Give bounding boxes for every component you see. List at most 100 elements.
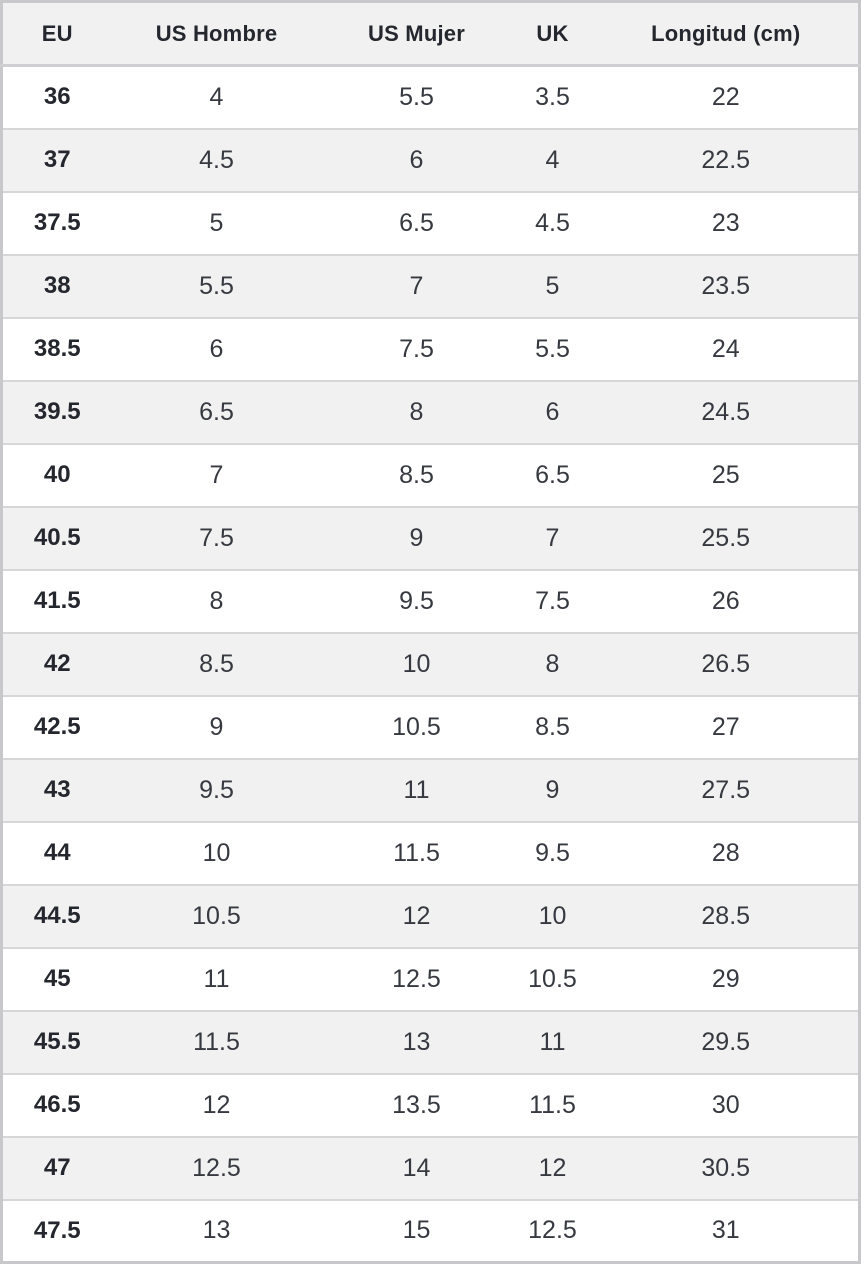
- table-row: 45 11 12.5 10.5 29: [1, 946, 860, 1011]
- table-cell: 12.5: [111, 1135, 322, 1200]
- table-cell: 5.5: [321, 65, 512, 129]
- column-header-us-mujer: US Mujer: [321, 1, 512, 67]
- row-header-cell: 47.5: [1, 1198, 112, 1263]
- table-body: 36 4 5.5 3.5 22 37 4.5 6 4 22.5 37.5 5 6.5 4.5 23 38 5.5…: [1, 65, 860, 1263]
- table-row: 44.5 10.5 12 10 28.5: [1, 883, 860, 948]
- row-header-cell: 38: [1, 253, 112, 318]
- table-cell: 28.5: [593, 883, 860, 948]
- table-cell: 9.5: [111, 757, 322, 822]
- table-cell: 9: [111, 694, 322, 759]
- table-cell: 11: [511, 1009, 594, 1074]
- table-cell: 12.5: [321, 946, 512, 1011]
- column-header-us-hombre: US Hombre: [111, 1, 322, 67]
- row-header-cell: 42: [1, 631, 112, 696]
- table-cell: 8.5: [111, 631, 322, 696]
- row-header-cell: 41.5: [1, 568, 112, 633]
- table-cell: 14: [321, 1135, 512, 1200]
- table-row: 44 10 11.5 9.5 28: [1, 820, 860, 885]
- table-cell: 10.5: [111, 883, 322, 948]
- table-cell: 7: [111, 442, 322, 507]
- table-cell: 27.5: [593, 757, 860, 822]
- table-cell: 25.5: [593, 505, 860, 570]
- table-cell: 11: [321, 757, 512, 822]
- table-row: 37.5 5 6.5 4.5 23: [1, 190, 860, 255]
- row-header-cell: 42.5: [1, 694, 112, 759]
- table-cell: 10: [511, 883, 594, 948]
- table-cell: 9.5: [321, 568, 512, 633]
- table-cell: 11: [111, 946, 322, 1011]
- table-cell: 22.5: [593, 127, 860, 192]
- table-cell: 8: [111, 568, 322, 633]
- table-cell: 6: [511, 379, 594, 444]
- table-cell: 13: [111, 1198, 322, 1263]
- table-cell: 4: [111, 65, 322, 129]
- table-row: 38.5 6 7.5 5.5 24: [1, 316, 860, 381]
- table-row: 43 9.5 11 9 27.5: [1, 757, 860, 822]
- table-row: 42 8.5 10 8 26.5: [1, 631, 860, 696]
- table-cell: 22: [593, 65, 860, 129]
- table-cell: 30: [593, 1072, 860, 1137]
- table-cell: 7.5: [511, 568, 594, 633]
- table-cell: 29.5: [593, 1009, 860, 1074]
- table-row: 42.5 9 10.5 8.5 27: [1, 694, 860, 759]
- table-cell: 12: [321, 883, 512, 948]
- table-cell: 12: [511, 1135, 594, 1200]
- table-cell: 11.5: [111, 1009, 322, 1074]
- table-cell: 9.5: [511, 820, 594, 885]
- table-cell: 7.5: [321, 316, 512, 381]
- table-cell: 8: [321, 379, 512, 444]
- row-header-cell: 37: [1, 127, 112, 192]
- table-cell: 4.5: [111, 127, 322, 192]
- row-header-cell: 46.5: [1, 1072, 112, 1137]
- row-header-cell: 38.5: [1, 316, 112, 381]
- table-row: 41.5 8 9.5 7.5 26: [1, 568, 860, 633]
- table-cell: 5: [511, 253, 594, 318]
- table-cell: 10.5: [511, 946, 594, 1011]
- table-row: 38 5.5 7 5 23.5: [1, 253, 860, 318]
- table-cell: 23: [593, 190, 860, 255]
- table-cell: 29: [593, 946, 860, 1011]
- table-row: 40 7 8.5 6.5 25: [1, 442, 860, 507]
- row-header-cell: 43: [1, 757, 112, 822]
- table-cell: 7: [511, 505, 594, 570]
- table-cell: 3.5: [511, 65, 594, 129]
- table-row: 36 4 5.5 3.5 22: [1, 65, 860, 129]
- table-cell: 5: [111, 190, 322, 255]
- table-cell: 6.5: [111, 379, 322, 444]
- table-cell: 25: [593, 442, 860, 507]
- table-cell: 4: [511, 127, 594, 192]
- row-header-cell: 44: [1, 820, 112, 885]
- table-cell: 12.5: [511, 1198, 594, 1263]
- table-cell: 9: [321, 505, 512, 570]
- table-cell: 26: [593, 568, 860, 633]
- table-cell: 10: [321, 631, 512, 696]
- table-cell: 4.5: [511, 190, 594, 255]
- table-cell: 7.5: [111, 505, 322, 570]
- table-cell: 13.5: [321, 1072, 512, 1137]
- table-cell: 5.5: [511, 316, 594, 381]
- table-cell: 9: [511, 757, 594, 822]
- row-header-cell: 40.5: [1, 505, 112, 570]
- table-row: 45.5 11.5 13 11 29.5: [1, 1009, 860, 1074]
- row-header-cell: 37.5: [1, 190, 112, 255]
- table-cell: 26.5: [593, 631, 860, 696]
- table-cell: 13: [321, 1009, 512, 1074]
- table-cell: 11.5: [511, 1072, 594, 1137]
- table-row: 40.5 7.5 9 7 25.5: [1, 505, 860, 570]
- table-row: 46.5 12 13.5 11.5 30: [1, 1072, 860, 1137]
- table-cell: 24: [593, 316, 860, 381]
- table-row: 37 4.5 6 4 22.5: [1, 127, 860, 192]
- row-header-cell: 45.5: [1, 1009, 112, 1074]
- row-header-cell: 36: [1, 65, 112, 129]
- column-header-longitud-cm: Longitud (cm): [593, 1, 860, 67]
- row-header-cell: 44.5: [1, 883, 112, 948]
- table-cell: 8.5: [511, 694, 594, 759]
- table-row: 47.5 13 15 12.5 31: [1, 1198, 860, 1263]
- table-cell: 8: [511, 631, 594, 696]
- row-header-cell: 47: [1, 1135, 112, 1200]
- table-row: 47 12.5 14 12 30.5: [1, 1135, 860, 1200]
- table-cell: 31: [593, 1198, 860, 1263]
- table-cell: 6.5: [511, 442, 594, 507]
- table-cell: 28: [593, 820, 860, 885]
